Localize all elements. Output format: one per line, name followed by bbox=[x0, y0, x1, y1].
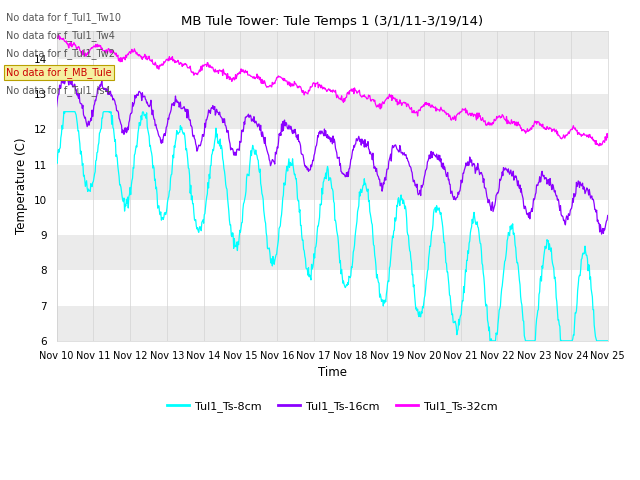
Bar bbox=[56, 200, 608, 235]
Bar bbox=[56, 31, 608, 59]
Legend: Tul1_Ts-8cm, Tul1_Ts-16cm, Tul1_Ts-32cm: Tul1_Ts-8cm, Tul1_Ts-16cm, Tul1_Ts-32cm bbox=[163, 396, 502, 416]
Text: No data for f_Tul1_Is4: No data for f_Tul1_Is4 bbox=[6, 85, 111, 96]
Title: MB Tule Tower: Tule Temps 1 (3/1/11-3/19/14): MB Tule Tower: Tule Temps 1 (3/1/11-3/19… bbox=[181, 15, 483, 28]
Bar bbox=[56, 129, 608, 165]
Bar bbox=[56, 94, 608, 129]
Text: No data for f_Tul1_Tw10: No data for f_Tul1_Tw10 bbox=[6, 12, 122, 23]
Bar bbox=[56, 59, 608, 94]
Bar bbox=[56, 165, 608, 200]
Bar bbox=[56, 270, 608, 306]
Text: No data for f_Tul1_Tw2: No data for f_Tul1_Tw2 bbox=[6, 48, 115, 60]
Y-axis label: Temperature (C): Temperature (C) bbox=[15, 137, 28, 234]
Text: No data for f_MB_Tule: No data for f_MB_Tule bbox=[6, 67, 112, 78]
Bar bbox=[56, 306, 608, 341]
Bar bbox=[56, 235, 608, 270]
Text: No data for f_Tul1_Tw4: No data for f_Tul1_Tw4 bbox=[6, 30, 115, 41]
Text: No data for f_MB_Tule: No data for f_MB_Tule bbox=[6, 67, 112, 78]
X-axis label: Time: Time bbox=[317, 366, 347, 379]
